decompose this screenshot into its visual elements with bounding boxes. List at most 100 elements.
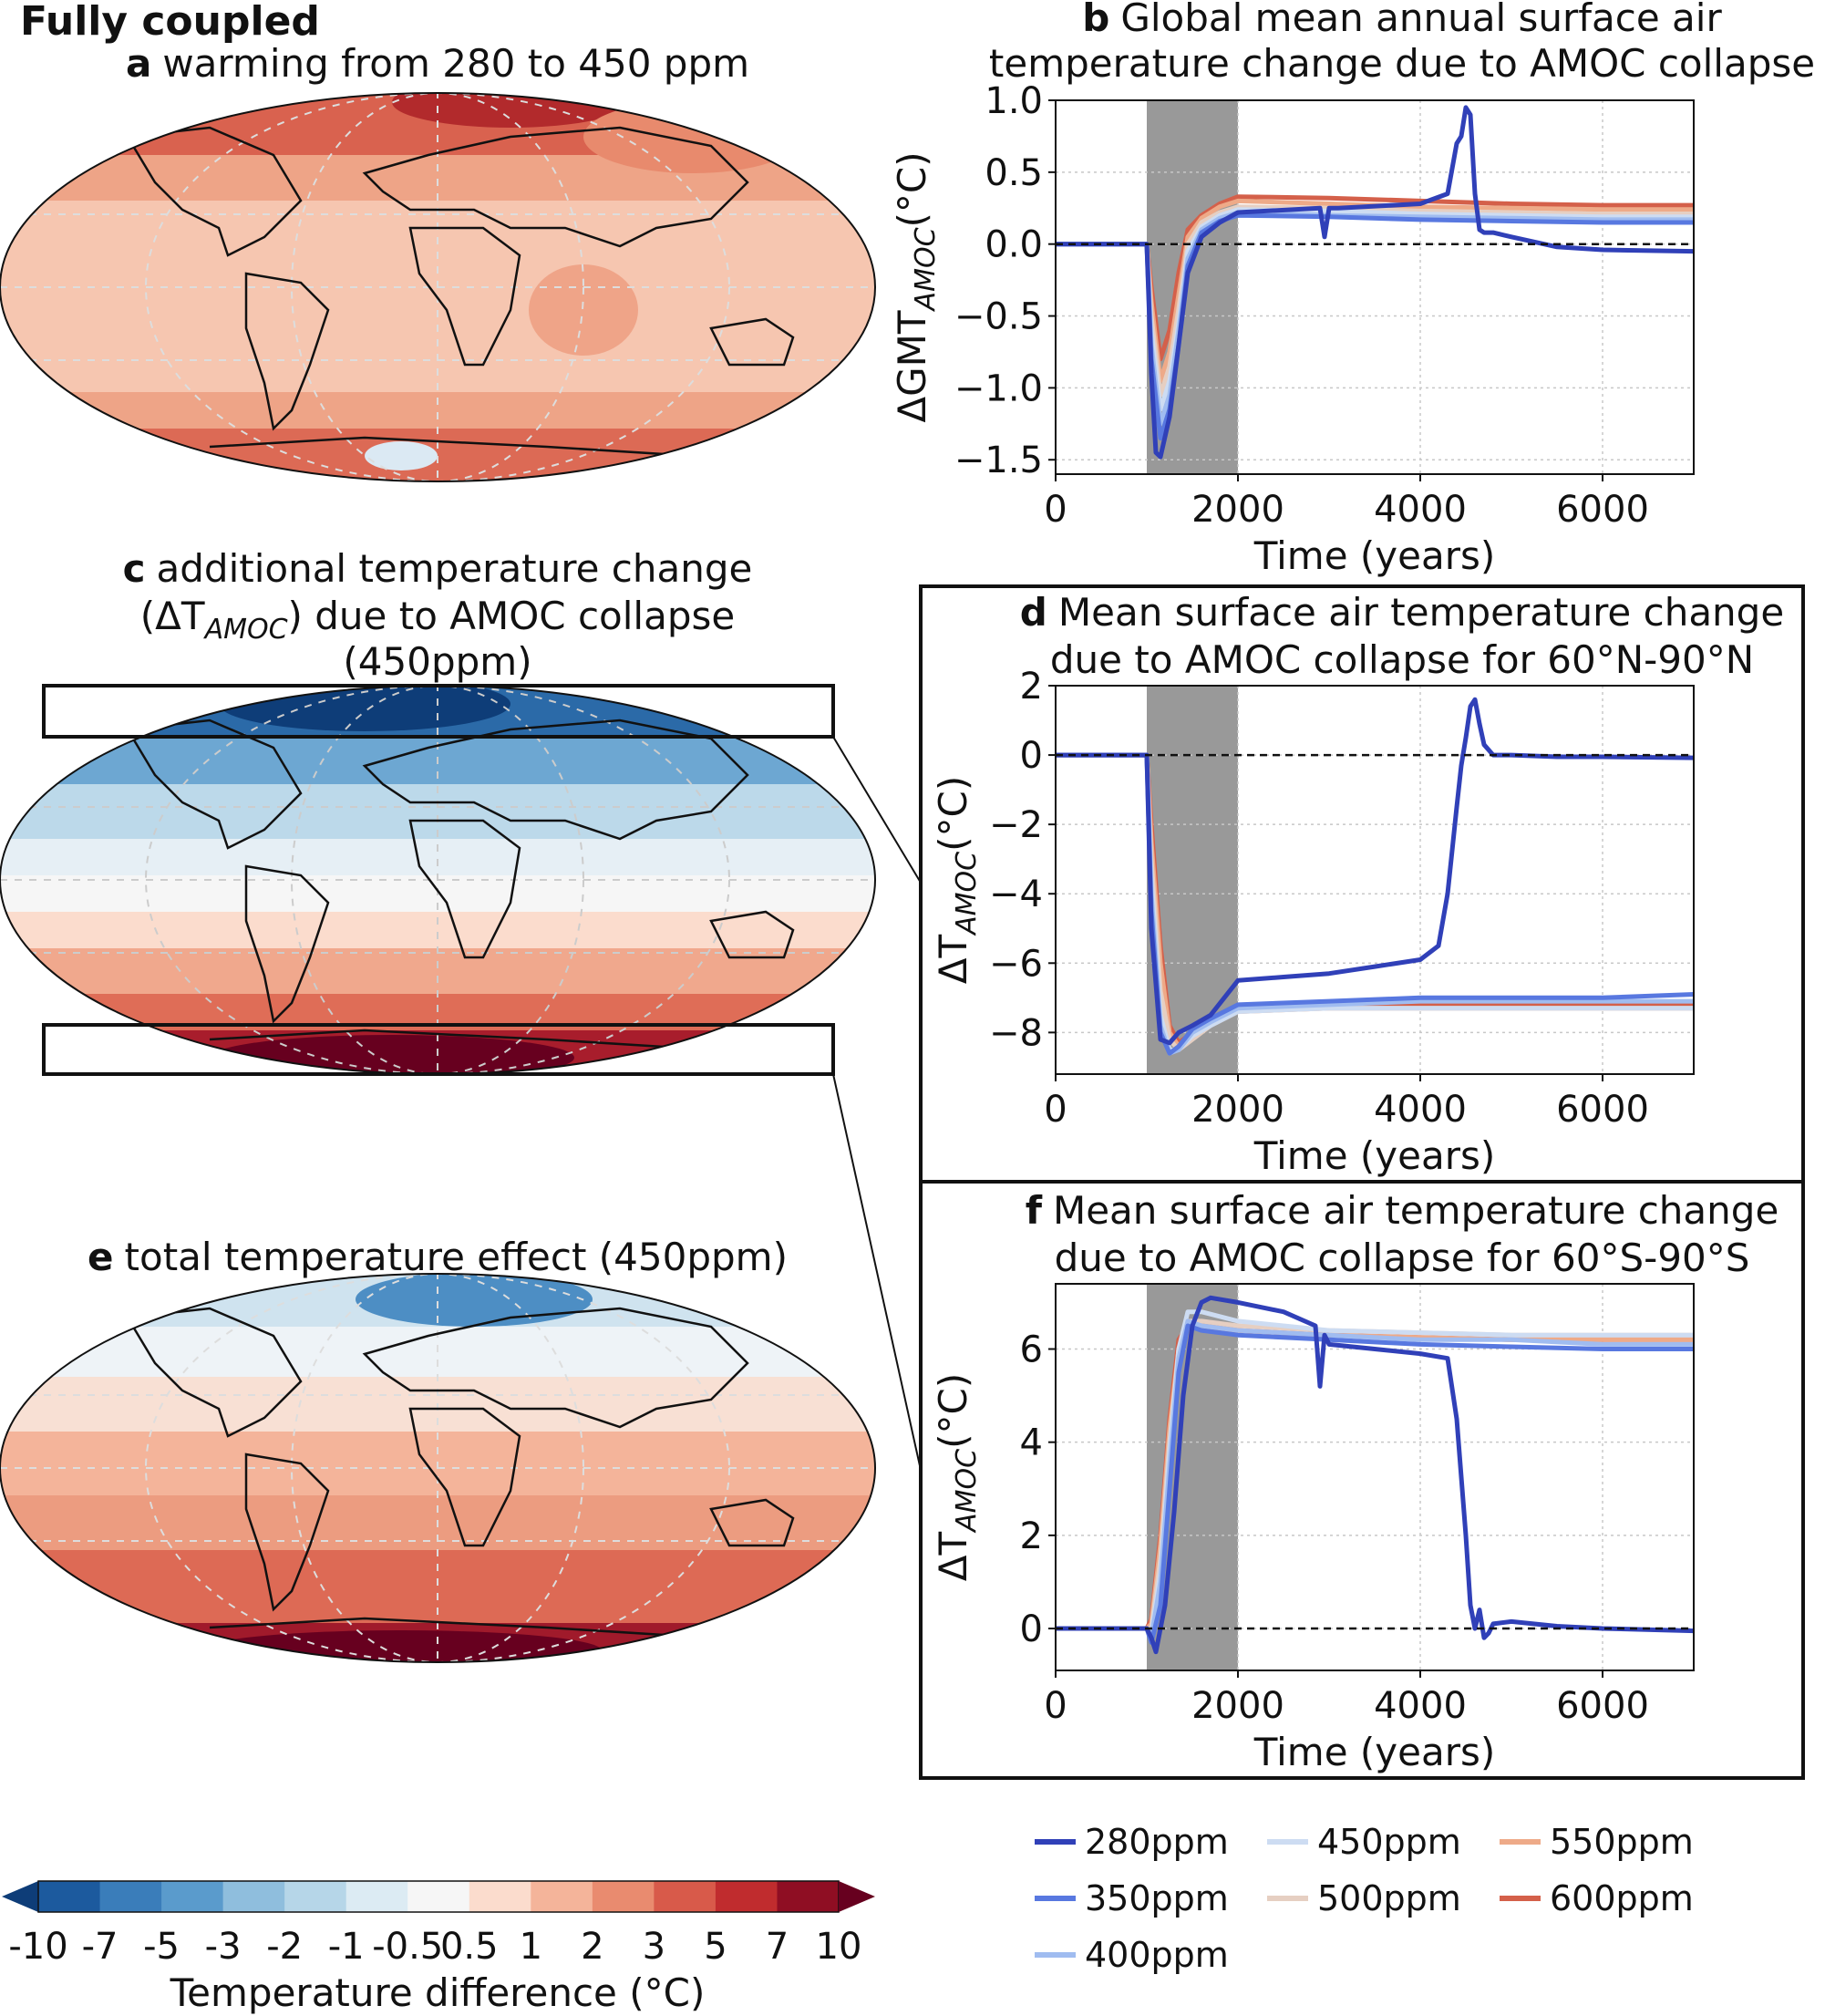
- legend-label: 500ppm: [1317, 1878, 1461, 1918]
- chart-letter: b: [1082, 0, 1109, 40]
- map-c-letter: c: [123, 546, 146, 591]
- map-a-letter: a: [126, 41, 151, 86]
- map-e-letter: e: [88, 1235, 114, 1279]
- map-c-title-line2: (ΔTAMOC) due to AMOC collapse: [140, 594, 735, 646]
- y-tick-label: −8: [989, 1012, 1043, 1054]
- y-axis-label: ΔTAMOC(°C): [931, 776, 983, 984]
- colorbar-tick-label: -1: [328, 1926, 365, 1968]
- chart-title: f Mean surface air temperature change: [1026, 1188, 1779, 1233]
- colorbar-bin: [531, 1881, 593, 1912]
- y-axis-label-unit: (°C): [931, 1373, 975, 1449]
- map-a-graticule: [0, 93, 875, 481]
- y-tick-label: −1.0: [954, 367, 1043, 409]
- map-panel-a: a warming from 280 to 450 ppm: [0, 41, 876, 482]
- colorbar-bin: [469, 1881, 531, 1912]
- y-tick-label: −4: [989, 874, 1043, 915]
- x-axis-label: Time (years): [1253, 533, 1496, 578]
- colorbar-tick-label: 7: [766, 1926, 789, 1968]
- x-tick-label: 0: [1044, 1089, 1067, 1131]
- colorbar-tick-label: 3: [643, 1926, 665, 1968]
- colorbar-bin: [345, 1881, 408, 1912]
- colorbar-extend-low: [2, 1881, 38, 1912]
- legend-label: 550ppm: [1550, 1822, 1694, 1862]
- x-axis-label: Time (years): [1253, 1133, 1496, 1178]
- colorbar-tick-label: 5: [704, 1926, 727, 1968]
- map-e-outline: [0, 1273, 876, 1663]
- x-tick-label: 6000: [1556, 1685, 1649, 1727]
- colorbar-bins: [37, 1880, 840, 1913]
- chart-f: f Mean surface air temperature changedue …: [931, 1188, 1779, 1774]
- legend-label: 600ppm: [1550, 1878, 1694, 1918]
- plot-frame: [1055, 1283, 1695, 1671]
- chart-b: b Global mean annual surface airtemperatu…: [890, 0, 1815, 578]
- x-tick-label: 2000: [1191, 1089, 1284, 1131]
- colorbar-extend-high: [839, 1881, 875, 1912]
- y-tick-label: −1.5: [954, 439, 1043, 481]
- colorbar-tick-label: -5: [143, 1926, 180, 1968]
- x-tick-label: 2000: [1191, 489, 1284, 531]
- map-c-title-line3: (450ppm): [343, 639, 531, 684]
- y-tick-label: −0.5: [954, 296, 1043, 338]
- colorbar-ticks: -10 -7 -5 -3 -2 -1 -0.50.5 1 2 3 5 7 10: [8, 1926, 861, 1968]
- y-tick-label: 1.0: [985, 80, 1043, 122]
- colorbar-bin: [715, 1881, 778, 1912]
- x-tick-label: 6000: [1556, 1089, 1649, 1131]
- chart-title-text: Mean surface air temperature change: [1053, 1188, 1779, 1233]
- chart-title-text: Mean surface air temperature change: [1058, 590, 1784, 635]
- colorbar-tick-label: 2: [581, 1926, 603, 1968]
- panel-f-box: [919, 1180, 1805, 1780]
- colorbar-bin: [161, 1881, 224, 1912]
- map-c-coastlines: [125, 719, 795, 1050]
- map-e-coastlines: [125, 1307, 795, 1639]
- map-a-coastlines: [125, 126, 795, 458]
- plot-frame: [1055, 685, 1695, 1075]
- region-box-south: [42, 1023, 835, 1076]
- legend-item: 350ppm: [1035, 1878, 1229, 1918]
- legend-item: 600ppm: [1500, 1878, 1694, 1918]
- y-tick-label: 0.5: [985, 152, 1043, 194]
- series-line-280ppm: [1056, 697, 1695, 1046]
- colorbar-tick-label: -10: [8, 1926, 67, 1968]
- map-a-title: a warming from 280 to 450 ppm: [126, 41, 749, 86]
- chart-d: d Mean surface air temperature changedue …: [931, 590, 1784, 1178]
- figure-title: Fully coupled: [20, 0, 320, 45]
- legend-item: 500ppm: [1267, 1878, 1461, 1918]
- chart-title: due to AMOC collapse for 60°N-90°N: [1050, 637, 1754, 682]
- y-axis-label-main: ΔGMT: [890, 310, 934, 423]
- y-tick-label: −6: [989, 943, 1043, 985]
- legend-label: 350ppm: [1085, 1878, 1229, 1918]
- connector-south: [832, 1073, 922, 1471]
- colorbar-tick-label: -3: [205, 1926, 242, 1968]
- legend-label: 450ppm: [1317, 1822, 1461, 1862]
- x-tick-label: 0: [1044, 1685, 1067, 1727]
- series-line-350ppm: [1056, 212, 1694, 441]
- x-axis-label: Time (years): [1253, 1730, 1496, 1774]
- legend-item: 450ppm: [1267, 1822, 1461, 1862]
- y-tick-label: 4: [1020, 1422, 1043, 1464]
- colorbar: -10 -7 -5 -3 -2 -1 -0.50.5 1 2 3 5 7 10 Temperature …: [2, 1880, 875, 2015]
- x-tick-label: 4000: [1374, 489, 1467, 531]
- map-a-title-line1: warming from 280 to 450 ppm: [162, 41, 749, 86]
- y-tick-label: 0: [1020, 1608, 1043, 1650]
- chart-title-text: Global mean annual surface air: [1120, 0, 1722, 40]
- y-axis-label-main: ΔT: [931, 1532, 975, 1582]
- colorbar-tick-label: -2: [266, 1926, 303, 1968]
- chart-letter: d: [1020, 590, 1047, 635]
- colorbar-tick-label: -7: [82, 1926, 119, 1968]
- colorbar-bin: [99, 1881, 162, 1912]
- region-box-north: [42, 684, 835, 739]
- colorbar-bin: [284, 1881, 347, 1912]
- y-axis-label: ΔGMTAMOC(°C): [890, 151, 942, 422]
- colorbar-tick-label: 10: [816, 1926, 862, 1968]
- colorbar-bin: [654, 1881, 717, 1912]
- map-c-title-line1: c additional temperature change: [123, 546, 753, 591]
- colorbar-bin: [407, 1881, 470, 1912]
- y-axis-label-main: ΔT: [931, 935, 975, 985]
- colorbar-bin: [38, 1881, 101, 1912]
- map-a-outline: [0, 92, 876, 482]
- y-tick-label: 6: [1020, 1329, 1043, 1371]
- map-c-graticule: [0, 686, 875, 1074]
- y-axis-label-sub: AMOC: [951, 1449, 983, 1534]
- y-tick-label: 2: [1020, 666, 1043, 708]
- y-axis-label-sub: AMOC: [951, 852, 983, 936]
